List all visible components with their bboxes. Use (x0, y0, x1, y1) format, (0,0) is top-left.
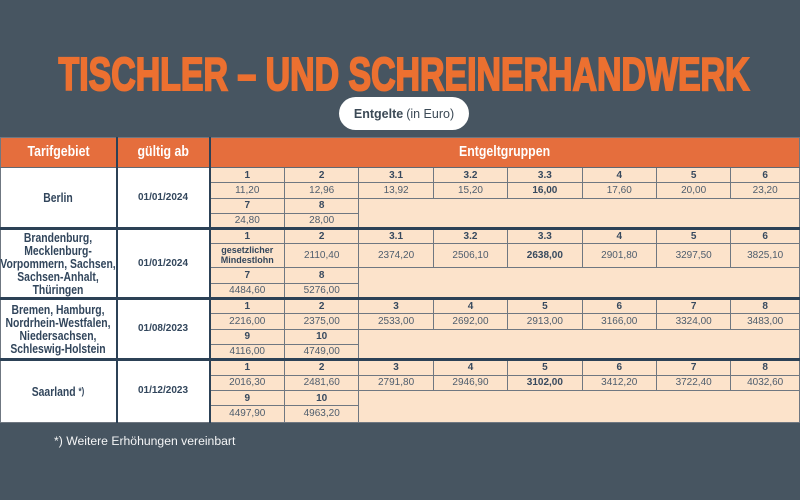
svg-text:TISCHLER – UND SCHREINERHANDWE: TISCHLER – UND SCHREINERHANDWERK (59, 48, 750, 100)
